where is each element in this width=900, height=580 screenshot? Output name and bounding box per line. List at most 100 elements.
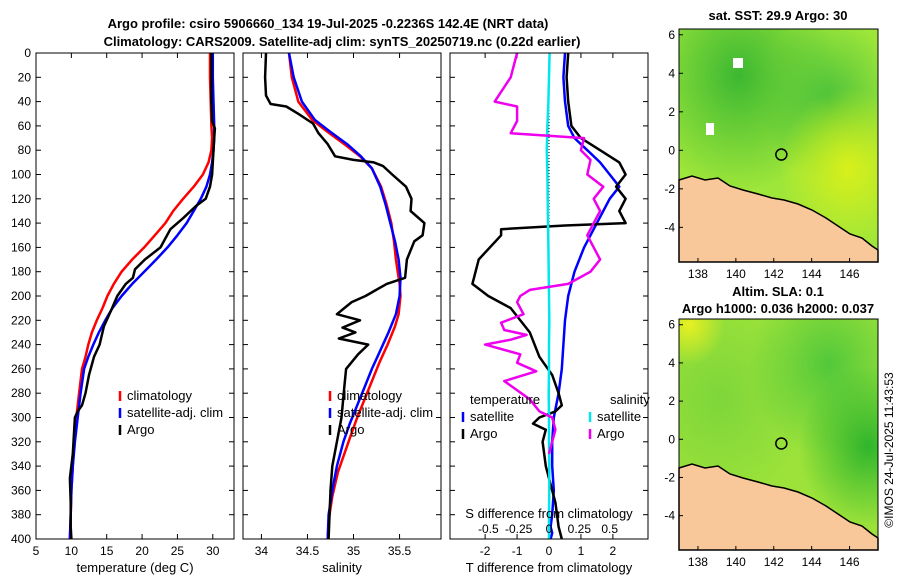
figure-title-line1: Argo profile: csiro 5906660_134 19-Jul-2… <box>108 16 549 31</box>
temp-ytick-label: 20 <box>18 70 32 84</box>
temp-ytick-label: 360 <box>11 483 31 497</box>
diff-top-tick-label: 0 <box>546 522 553 536</box>
diff-legend-header-salinity: salinity <box>610 392 650 407</box>
temp-xtick-label: 30 <box>206 544 220 558</box>
sla_map-xtick-label: 146 <box>840 555 860 569</box>
temp-ytick-label: 100 <box>11 168 31 182</box>
temp-series-line <box>68 53 216 540</box>
temp-ytick-label: 0 <box>24 46 31 60</box>
sla_map-xtick-label: 138 <box>688 555 708 569</box>
sst_map-xtick-label: 144 <box>802 267 822 281</box>
temp-series-line <box>68 53 217 540</box>
sla_map-ytick-label: 4 <box>668 356 675 370</box>
temp-ytick-label: 120 <box>11 192 31 206</box>
temp-ytick-label: 220 <box>11 313 31 327</box>
sla_map-ytick-label: 0 <box>668 432 675 446</box>
sst-cloud-gap-2 <box>706 123 714 135</box>
diff-legend-s-argo: Argo <box>597 426 624 441</box>
sst-map: 138 140 142 144 146 -4 -2 0 2 4 6 <box>664 28 879 281</box>
sal-xtick-label: 35 <box>347 544 361 558</box>
diff-top-tick-label: -0.5 <box>478 522 499 536</box>
sal-xtick-label: 34 <box>255 544 269 558</box>
sla_map-ytick-label: -2 <box>664 470 675 484</box>
temp-ytick-label: 280 <box>11 386 31 400</box>
temp-xtick-label: 10 <box>65 544 79 558</box>
temp-ytick-label: 60 <box>18 119 32 133</box>
diff-legend-t-argo: Argo <box>470 426 497 441</box>
diff-axes-frame <box>449 52 649 540</box>
diff-xtick-label: 0 <box>546 544 553 558</box>
sst_map-xtick-label: 138 <box>688 267 708 281</box>
diff-top-tick-label: -0.25 <box>505 522 533 536</box>
diff-top-axis-label: S difference from climatology <box>465 506 633 521</box>
diff-legend-t-satellite: satellite <box>470 409 514 424</box>
sal-series-line <box>287 52 402 540</box>
sst-map-ticks: 138 140 142 144 146 -4 -2 0 2 4 6 <box>664 28 860 281</box>
sst-argo-marker <box>775 148 788 161</box>
sla-map-subtitle: Argo h1000: 0.036 h2000: 0.037 <box>682 301 874 316</box>
sst_map-ytick-label: 4 <box>668 66 675 80</box>
sla-argo-marker <box>775 437 788 450</box>
temp-ytick-label: 300 <box>11 411 31 425</box>
sst-map-title: sat. SST: 29.9 Argo: 30 <box>709 8 848 23</box>
temp-ytick-label: 240 <box>11 338 31 352</box>
diff-xtick-label: 1 <box>578 544 585 558</box>
salinity-panel: 34 34.5 35 35.5 salinity climatology satellite… <box>242 52 442 575</box>
temp-ytick-label: 180 <box>11 265 31 279</box>
diff-xtick-label: -1 <box>512 544 523 558</box>
sst_map-ytick-label: 0 <box>668 143 675 157</box>
sla-map-title: Altim. SLA: 0.1 <box>732 284 824 299</box>
sst-map-frame <box>678 28 879 263</box>
sla-map-frame <box>678 318 879 551</box>
diff-series-line <box>549 52 621 540</box>
sal-legend-label: Argo <box>337 422 364 437</box>
sla_map-ytick-label: 2 <box>668 394 675 408</box>
diff-series-line <box>483 52 605 455</box>
sla_map-xtick-label: 144 <box>802 555 822 569</box>
sst-map-land <box>678 175 879 263</box>
temp-ytick-label: 140 <box>11 216 31 230</box>
temp-ytick-label: 260 <box>11 362 31 376</box>
temp-ytick-label: 40 <box>18 95 32 109</box>
diff-top-tick-label: 0.25 <box>568 522 592 536</box>
temp-xtick-label: 20 <box>135 544 149 558</box>
sst_map-ytick-label: 6 <box>668 28 675 42</box>
sla-map: 138 140 142 144 146 -4 -2 0 2 4 6 <box>664 318 879 569</box>
sal-xtick-label: 34.5 <box>296 544 320 558</box>
sst_map-xtick-label: 142 <box>764 267 784 281</box>
temp-xtick-label: 15 <box>100 544 114 558</box>
sla_map-ytick-label: -4 <box>664 509 675 523</box>
temp-legend-label: climatology <box>127 388 193 403</box>
temp-axes-frame <box>35 52 235 540</box>
temp-ytick-label: 340 <box>11 459 31 473</box>
figure-title-line2: Climatology: CARS2009. Satellite-adj cli… <box>104 34 581 49</box>
sal-legend-label: satellite-adj. clim <box>337 405 433 420</box>
temp-ytick-label: 200 <box>11 289 31 303</box>
sla-map-ticks: 138 140 142 144 146 -4 -2 0 2 4 6 <box>664 318 860 569</box>
diff-series-line <box>471 52 627 540</box>
sal-legend-label: climatology <box>337 388 403 403</box>
temp-ytick-label: 320 <box>11 435 31 449</box>
temp-ytick-label: 400 <box>11 532 31 546</box>
temp-legend-label: satellite-adj. clim <box>127 405 223 420</box>
diff-top-tick-label: 0.5 <box>601 522 618 536</box>
diff-series-line <box>545 52 551 539</box>
sal-xtick-label: 35.5 <box>388 544 412 558</box>
sla_map-xtick-label: 140 <box>726 555 746 569</box>
diff-xtick-label: 2 <box>610 544 617 558</box>
difference-panel: -2 -1 0 1 2 T difference from climatology temp… <box>449 52 650 575</box>
sal-axes-frame <box>242 52 442 540</box>
sst-cloud-gap-1 <box>733 58 743 68</box>
temp-ytick-label: 380 <box>11 508 31 522</box>
sal-series-line <box>263 52 426 540</box>
diff-legend-s-satellite: satellite <box>597 409 641 424</box>
sst_map-ytick-label: -4 <box>664 220 675 234</box>
sst_map-ytick-label: -2 <box>664 182 675 196</box>
sst_map-xtick-label: 146 <box>840 267 860 281</box>
temp-xtick-label: 5 <box>33 544 40 558</box>
diff-xtick-label: -2 <box>480 544 491 558</box>
sst_map-xtick-label: 140 <box>726 267 746 281</box>
sal-xlabel: salinity <box>322 560 362 575</box>
temp-legend-label: Argo <box>127 422 154 437</box>
